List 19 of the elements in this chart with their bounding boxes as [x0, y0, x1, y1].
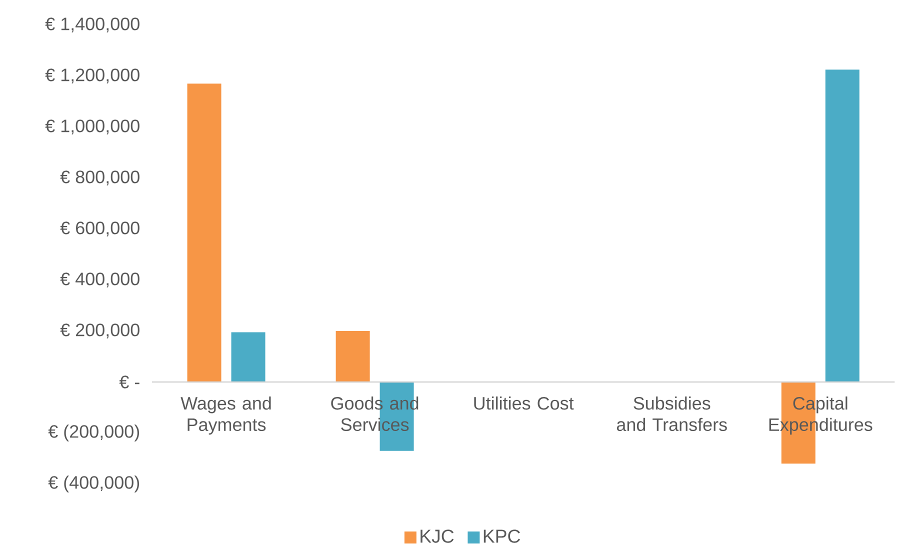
x-tick-label: Subsidies and Transfers — [616, 396, 727, 432]
bar — [336, 331, 370, 382]
legend-label: KPC — [484, 530, 520, 543]
x-tick-label: Utilities Cost — [474, 396, 574, 410]
y-tick-label: € - — [119, 376, 140, 388]
bar — [187, 84, 222, 382]
bar — [231, 332, 266, 382]
bar — [825, 70, 860, 382]
y-tick-label: € 1,400,000 — [45, 18, 140, 32]
y-tick-label: € (200,000) — [48, 424, 140, 442]
y-tick-label: € (400,000) — [48, 476, 140, 492]
legend-label: KJC — [420, 530, 454, 543]
y-tick-label: € 200,000 — [60, 324, 140, 338]
x-tick-label: Wages and Payments — [180, 396, 271, 435]
y-tick-label: € 600,000 — [60, 222, 140, 236]
y-tick-label: € 400,000 — [60, 272, 140, 288]
y-tick-label: € 800,000 — [60, 170, 140, 186]
y-tick-label: € 1,200,000 — [45, 68, 140, 84]
y-tick-label: € 1,000,000 — [45, 120, 140, 134]
